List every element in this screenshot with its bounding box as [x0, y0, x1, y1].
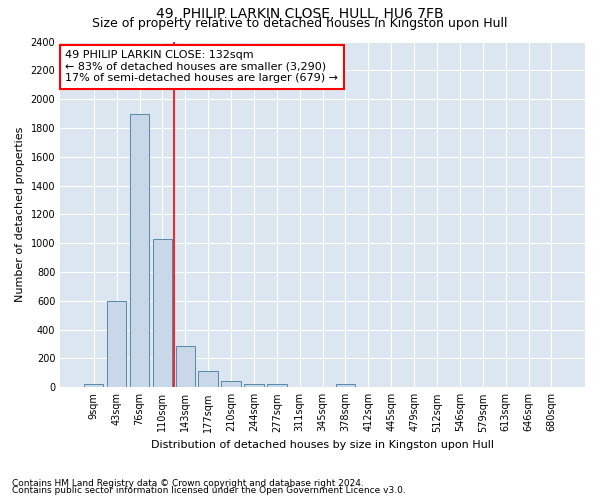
Bar: [107, 301, 127, 388]
Text: 49, PHILIP LARKIN CLOSE, HULL, HU6 7FB: 49, PHILIP LARKIN CLOSE, HULL, HU6 7FB: [156, 8, 444, 22]
Bar: [176, 346, 195, 388]
Bar: [84, 384, 103, 388]
Bar: [244, 384, 263, 388]
Text: Contains HM Land Registry data © Crown copyright and database right 2024.: Contains HM Land Registry data © Crown c…: [12, 478, 364, 488]
Text: 49 PHILIP LARKIN CLOSE: 132sqm
← 83% of detached houses are smaller (3,290)
17% : 49 PHILIP LARKIN CLOSE: 132sqm ← 83% of …: [65, 50, 338, 84]
Bar: [221, 381, 241, 388]
Bar: [152, 239, 172, 388]
Bar: [267, 384, 287, 388]
Text: Size of property relative to detached houses in Kingston upon Hull: Size of property relative to detached ho…: [92, 18, 508, 30]
Bar: [199, 370, 218, 388]
Y-axis label: Number of detached properties: Number of detached properties: [15, 126, 25, 302]
Bar: [130, 114, 149, 388]
Bar: [336, 384, 355, 388]
Text: Contains public sector information licensed under the Open Government Licence v3: Contains public sector information licen…: [12, 486, 406, 495]
X-axis label: Distribution of detached houses by size in Kingston upon Hull: Distribution of detached houses by size …: [151, 440, 494, 450]
